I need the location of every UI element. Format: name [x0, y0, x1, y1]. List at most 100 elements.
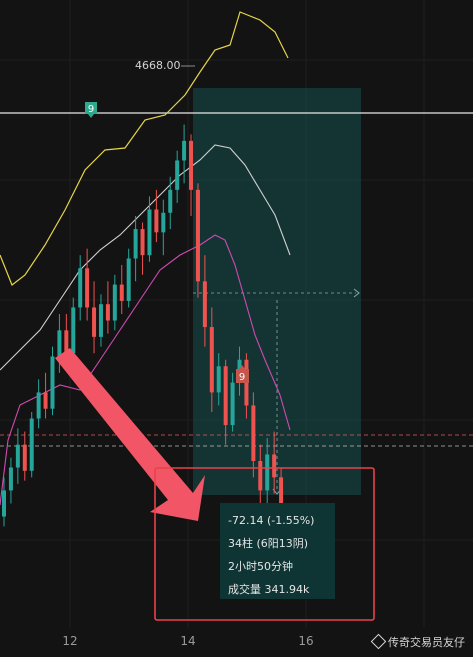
candle-body: [272, 454, 277, 478]
candle: [216, 353, 221, 406]
candle-body: [85, 268, 90, 308]
candle-body: [251, 405, 256, 461]
candle: [202, 255, 207, 347]
candle: [36, 379, 41, 429]
candle: [71, 297, 76, 360]
big-red-arrow: [55, 348, 205, 521]
candle: [168, 176, 173, 230]
candle: [133, 216, 138, 282]
candle: [15, 428, 20, 484]
candle: [50, 346, 55, 416]
candle-body: [175, 160, 180, 190]
candle-body: [216, 366, 221, 393]
candle: [195, 183, 200, 298]
candle-body: [2, 490, 6, 517]
candle-body: [140, 229, 145, 256]
candle-body: [64, 330, 69, 354]
price-annotation: 4668.00: [135, 59, 181, 72]
candle-body: [133, 229, 138, 259]
candle-body: [209, 327, 214, 393]
candle: [119, 265, 124, 314]
candle: [189, 134, 194, 216]
candle-body: [154, 209, 159, 233]
candle: [8, 457, 13, 504]
candle: [78, 255, 83, 321]
measure-tooltip: -72.14 (-1.55%) 34柱 (6阳13阴) 2小时50分钟 成交量 …: [220, 503, 335, 599]
seq-marker-2: 9: [236, 365, 249, 383]
candle-body: [168, 189, 173, 213]
candle: [85, 248, 90, 321]
candle-body: [119, 284, 124, 301]
candle: [175, 150, 180, 203]
candle: [147, 196, 152, 262]
candle-body: [15, 444, 20, 468]
candle-body: [126, 258, 131, 301]
range-arrow-right-icon: [353, 288, 360, 298]
candle: [161, 199, 166, 256]
svg-text:9: 9: [88, 104, 94, 115]
x-tick-label: 14: [180, 634, 195, 648]
candle: [251, 392, 256, 478]
candle-body: [195, 189, 200, 282]
candle-body: [92, 307, 97, 337]
candle-body: [230, 382, 235, 426]
candle: [258, 444, 263, 510]
candle-body: [98, 304, 103, 337]
candle: [182, 124, 187, 184]
candle: [209, 307, 214, 412]
tooltip-bars: 34柱 (6阳13阴): [228, 537, 309, 550]
watermark: 传奇交易员友仔: [370, 633, 465, 650]
candle: [43, 372, 48, 419]
candle: [98, 294, 103, 347]
candle-body: [161, 212, 166, 233]
candle-body: [105, 304, 110, 321]
candle: [140, 222, 145, 275]
candle-body: [29, 418, 34, 471]
seq-marker-1: 9: [85, 102, 97, 118]
candle-body: [36, 392, 41, 419]
candles: [2, 124, 290, 582]
x-tick-label: 16: [298, 634, 313, 648]
tooltip-volume: 成交量 341.94k: [228, 583, 310, 596]
x-axis: 12 14 16: [62, 634, 313, 648]
white-middle-band: [0, 144, 291, 371]
candle: [126, 248, 131, 308]
candle-body: [22, 444, 27, 471]
pink-lower-band: [0, 234, 291, 506]
candle: [2, 477, 6, 527]
candle: [272, 431, 277, 494]
candle-body: [112, 284, 117, 321]
candle: [154, 189, 159, 243]
tooltip-duration: 2小时50分钟: [228, 560, 293, 573]
candle-body: [279, 477, 284, 517]
candle-body: [189, 140, 194, 190]
candle-body: [43, 392, 48, 409]
candle-body: [78, 268, 83, 308]
watermark-text: 传奇交易员友仔: [388, 636, 465, 649]
candle: [105, 281, 110, 334]
candle: [112, 274, 117, 331]
candle-body: [71, 307, 76, 354]
candle-body: [182, 140, 187, 161]
yellow-upper-band: [0, 11, 289, 286]
candle-body: [147, 209, 152, 256]
candle: [22, 431, 27, 481]
candle: [92, 281, 97, 354]
candle-body: [8, 467, 13, 491]
candle-body: [265, 454, 270, 491]
candle-body: [258, 461, 263, 491]
candle: [29, 412, 34, 478]
candle: [265, 438, 270, 504]
candle: [223, 359, 228, 445]
candle-body: [202, 281, 207, 328]
svg-text:9: 9: [239, 372, 245, 383]
candle-body: [57, 330, 62, 357]
candle-body: [50, 356, 55, 409]
highlight-box: [154, 467, 375, 621]
tooltip-change: -72.14 (-1.55%): [228, 514, 315, 527]
logo-icon: [370, 633, 387, 650]
candle: [230, 372, 235, 432]
candle-body: [223, 366, 228, 426]
x-tick-label: 12: [62, 634, 77, 648]
